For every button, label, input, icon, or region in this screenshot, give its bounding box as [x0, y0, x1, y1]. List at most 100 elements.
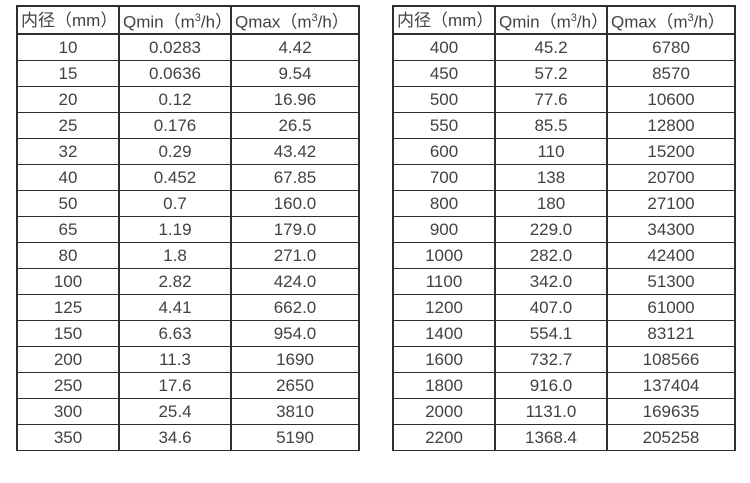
cell: 25.4: [118, 398, 232, 425]
cell: 2000: [392, 398, 496, 425]
header-cell: Qmax（m3/h）: [606, 5, 736, 35]
cell: 1690: [230, 346, 360, 373]
cell: 180: [494, 190, 608, 217]
cell: 32: [16, 138, 120, 165]
table-row: 1100 342.0 51300: [392, 268, 736, 295]
cell: 954.0: [230, 320, 360, 347]
table-row: 10 0.0283 4.42: [16, 33, 360, 61]
cell: 20: [16, 86, 120, 113]
cell: 550: [392, 112, 496, 139]
table-header-row: 内径（mm） Qmin（m3/h） Qmax（m3/h）: [392, 5, 736, 35]
table-row: 200 11.3 1690: [16, 346, 360, 373]
cell: 11.3: [118, 346, 232, 373]
cell: 900: [392, 216, 496, 243]
cell: 282.0: [494, 242, 608, 269]
cell: 16.96: [230, 86, 360, 113]
cell: 20700: [606, 164, 736, 191]
cell: 450: [392, 60, 496, 87]
cell: 100: [16, 268, 120, 295]
table-body: 400 45.2 6780 450 57.2 8570 500 77.6 10600 550 85.…: [392, 33, 736, 451]
cell: 0.452: [118, 164, 232, 191]
cell: 6780: [606, 33, 736, 61]
cell: 1000: [392, 242, 496, 269]
cell: 34300: [606, 216, 736, 243]
cell: 2.82: [118, 268, 232, 295]
table-row: 800 180 27100: [392, 190, 736, 217]
cell: 2650: [230, 372, 360, 399]
table-row: 80 1.8 271.0: [16, 242, 360, 269]
cell: 271.0: [230, 242, 360, 269]
table-row: 600 110 15200: [392, 138, 736, 165]
table-row: 50 0.7 160.0: [16, 190, 360, 217]
cell: 150: [16, 320, 120, 347]
table-header-row: 内径（mm） Qmin（m3/h） Qmax（m3/h）: [16, 5, 360, 35]
cell: 42400: [606, 242, 736, 269]
cell: 1368.4: [494, 424, 608, 451]
cell: 110: [494, 138, 608, 165]
table-row: 2000 1131.0 169635: [392, 398, 736, 425]
cell: 600: [392, 138, 496, 165]
cell: 25: [16, 112, 120, 139]
cell: 51300: [606, 268, 736, 295]
cell: 2200: [392, 424, 496, 451]
cell: 138: [494, 164, 608, 191]
cell: 1600: [392, 346, 496, 373]
cell: 10: [16, 33, 120, 61]
cell: 424.0: [230, 268, 360, 295]
cell: 4.41: [118, 294, 232, 321]
cell: 67.85: [230, 164, 360, 191]
table-header-row: 内径（mm） Qmin（m3/h） Qmax（m3/h）: [16, 5, 360, 35]
table-row: 900 229.0 34300: [392, 216, 736, 243]
flow-table-large-diameters: 内径（mm） Qmin（m3/h） Qmax（m3/h） 400 45.2 6780 45…: [392, 5, 736, 451]
cell: 15200: [606, 138, 736, 165]
table-row: 1600 732.7 108566: [392, 346, 736, 373]
cell: 1131.0: [494, 398, 608, 425]
table-row: 1400 554.1 83121: [392, 320, 736, 347]
cell: 27100: [606, 190, 736, 217]
table-body: 10 0.0283 4.42 15 0.0636 9.54 20 0.12 16.96 25 0.1…: [16, 33, 360, 451]
cell: 17.6: [118, 372, 232, 399]
cell: 77.6: [494, 86, 608, 113]
cell: 0.0636: [118, 60, 232, 87]
table-row: 350 34.6 5190: [16, 424, 360, 451]
table-row: 32 0.29 43.42: [16, 138, 360, 165]
table-row: 300 25.4 3810: [16, 398, 360, 425]
cell: 1.8: [118, 242, 232, 269]
table-row: 100 2.82 424.0: [16, 268, 360, 295]
cell: 0.29: [118, 138, 232, 165]
cell: 0.176: [118, 112, 232, 139]
header-cell: 内径（mm）: [392, 5, 496, 35]
table-row: 25 0.176 26.5: [16, 112, 360, 139]
cell: 43.42: [230, 138, 360, 165]
cell: 8570: [606, 60, 736, 87]
cell: 85.5: [494, 112, 608, 139]
cell: 0.12: [118, 86, 232, 113]
cell: 350: [16, 424, 120, 451]
cell: 108566: [606, 346, 736, 373]
table-row: 150 6.63 954.0: [16, 320, 360, 347]
cell: 205258: [606, 424, 736, 451]
cell: 61000: [606, 294, 736, 321]
cell: 1200: [392, 294, 496, 321]
cell: 169635: [606, 398, 736, 425]
table-header-row: 内径（mm） Qmin（m3/h） Qmax（m3/h）: [392, 5, 736, 35]
cell: 0.7: [118, 190, 232, 217]
cell: 407.0: [494, 294, 608, 321]
cell: 250: [16, 372, 120, 399]
cell: 45.2: [494, 33, 608, 61]
cell: 342.0: [494, 268, 608, 295]
flow-table-small-diameters: 内径（mm） Qmin（m3/h） Qmax（m3/h） 10 0.0283 4.42 1…: [16, 5, 360, 451]
cell: 1100: [392, 268, 496, 295]
table-row: 400 45.2 6780: [392, 33, 736, 61]
table-row: 20 0.12 16.96: [16, 86, 360, 113]
cell: 15: [16, 60, 120, 87]
cell: 179.0: [230, 216, 360, 243]
table-row: 1200 407.0 61000: [392, 294, 736, 321]
header-cell: Qmin（m3/h）: [118, 5, 232, 35]
cell: 662.0: [230, 294, 360, 321]
cell: 0.0283: [118, 33, 232, 61]
cell: 1400: [392, 320, 496, 347]
cell: 732.7: [494, 346, 608, 373]
cell: 40: [16, 164, 120, 191]
